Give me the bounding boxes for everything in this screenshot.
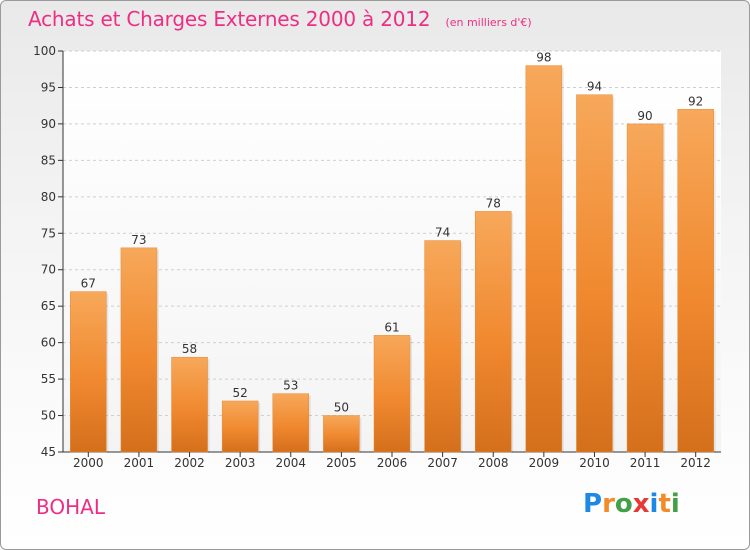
data-label: 74 [435,226,450,240]
logo-letter: t [658,489,671,519]
x-tick-label: 2000 [73,456,104,470]
x-tick-label: 2003 [225,456,256,470]
x-tick-label: 2004 [275,456,306,470]
chart-title: Achats et Charges Externes 2000 à 2012 [28,7,431,31]
y-tick-label: 45 [41,445,56,459]
y-tick-label: 65 [41,299,56,313]
logo-letter: o [614,489,633,519]
logo-letter: x [632,489,650,519]
chart-subtitle: (en milliers d'€) [445,16,532,29]
logo-letter: i [649,489,659,519]
data-label: 94 [587,80,602,94]
bar [272,393,310,453]
x-tick-label: 2005 [326,456,357,470]
x-tick-label: 2009 [529,456,560,470]
y-tick-label: 50 [41,409,56,423]
x-tick-label: 2007 [427,456,458,470]
x-tick-label: 2002 [174,456,205,470]
x-tick-label: 2008 [478,456,509,470]
bar [323,415,360,453]
bar [171,356,208,453]
data-label: 73 [131,233,146,247]
data-label: 78 [486,196,501,210]
y-tick-label: 60 [41,336,56,350]
x-tick-label: 2011 [630,456,661,470]
x-tick-label: 2001 [124,456,155,470]
data-label: 90 [637,109,652,123]
y-tick-label: 85 [41,153,56,167]
logo-letter: r [602,489,615,519]
bar [474,211,512,453]
chart-title-block: Achats et Charges Externes 2000 à 2012 (… [28,7,532,31]
data-label: 52 [233,386,248,400]
data-label: 50 [334,401,349,415]
proxiti-logo: Proxiti [583,489,680,519]
bar [424,240,461,453]
y-tick-label: 100 [33,44,56,58]
x-tick-label: 2012 [680,456,711,470]
bar [525,65,563,453]
data-label: 98 [536,51,551,65]
y-tick-label: 80 [41,190,56,204]
y-tick-label: 55 [41,372,56,386]
bar [70,291,107,453]
bar [576,94,613,453]
bar [120,247,158,453]
bar [373,335,411,453]
bar [677,109,714,453]
x-tick-label: 2010 [579,456,610,470]
data-label: 61 [384,320,399,334]
y-tick-label: 75 [41,226,56,240]
bar [221,400,259,453]
data-label: 58 [182,342,197,356]
place-name: BOHAL [36,495,105,519]
y-tick-label: 90 [41,117,56,131]
logo-letter: i [670,489,680,519]
y-tick-label: 70 [41,263,56,277]
logo-letter: P [583,489,603,519]
y-tick-label: 95 [41,80,56,94]
data-label: 92 [688,94,703,108]
data-label: 67 [81,277,96,291]
x-tick-label: 2006 [377,456,408,470]
bar [626,123,664,453]
data-label: 53 [283,379,298,393]
